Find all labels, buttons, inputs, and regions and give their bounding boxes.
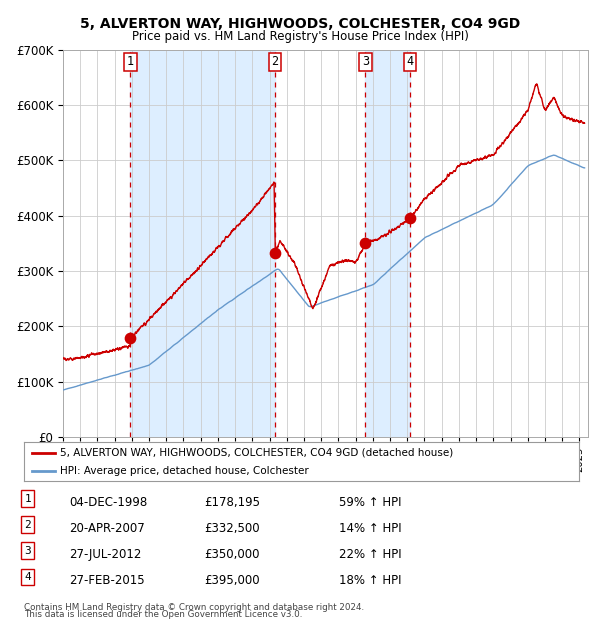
Text: 20-APR-2007: 20-APR-2007 <box>69 522 145 535</box>
Text: Contains HM Land Registry data © Crown copyright and database right 2024.: Contains HM Land Registry data © Crown c… <box>24 603 364 612</box>
Text: 14% ↑ HPI: 14% ↑ HPI <box>339 522 401 535</box>
Text: HPI: Average price, detached house, Colchester: HPI: Average price, detached house, Colc… <box>60 466 309 476</box>
Text: This data is licensed under the Open Government Licence v3.0.: This data is licensed under the Open Gov… <box>24 609 302 619</box>
Text: 18% ↑ HPI: 18% ↑ HPI <box>339 574 401 587</box>
Text: 5, ALVERTON WAY, HIGHWOODS, COLCHESTER, CO4 9GD: 5, ALVERTON WAY, HIGHWOODS, COLCHESTER, … <box>80 17 520 31</box>
Point <box>361 239 370 249</box>
Text: 3: 3 <box>24 546 31 556</box>
Text: £395,000: £395,000 <box>204 574 260 587</box>
Bar <box>130 50 275 437</box>
Text: 4: 4 <box>406 55 413 68</box>
Text: 1: 1 <box>127 55 134 68</box>
Bar <box>365 50 410 437</box>
Text: 2: 2 <box>24 520 31 529</box>
Text: 59% ↑ HPI: 59% ↑ HPI <box>339 496 401 509</box>
Text: Price paid vs. HM Land Registry's House Price Index (HPI): Price paid vs. HM Land Registry's House … <box>131 30 469 43</box>
Point <box>270 248 280 258</box>
Text: 27-JUL-2012: 27-JUL-2012 <box>69 548 142 561</box>
Text: 3: 3 <box>362 55 369 68</box>
Text: £350,000: £350,000 <box>204 548 260 561</box>
Text: 04-DEC-1998: 04-DEC-1998 <box>69 496 147 509</box>
Text: 22% ↑ HPI: 22% ↑ HPI <box>339 548 401 561</box>
Text: 4: 4 <box>24 572 31 582</box>
Text: £332,500: £332,500 <box>204 522 260 535</box>
Text: 2: 2 <box>271 55 278 68</box>
Point <box>405 213 415 223</box>
Text: 1: 1 <box>24 494 31 503</box>
Text: 27-FEB-2015: 27-FEB-2015 <box>69 574 145 587</box>
Text: £178,195: £178,195 <box>204 496 260 509</box>
Text: 5, ALVERTON WAY, HIGHWOODS, COLCHESTER, CO4 9GD (detached house): 5, ALVERTON WAY, HIGHWOODS, COLCHESTER, … <box>60 448 454 458</box>
Point <box>125 334 135 343</box>
